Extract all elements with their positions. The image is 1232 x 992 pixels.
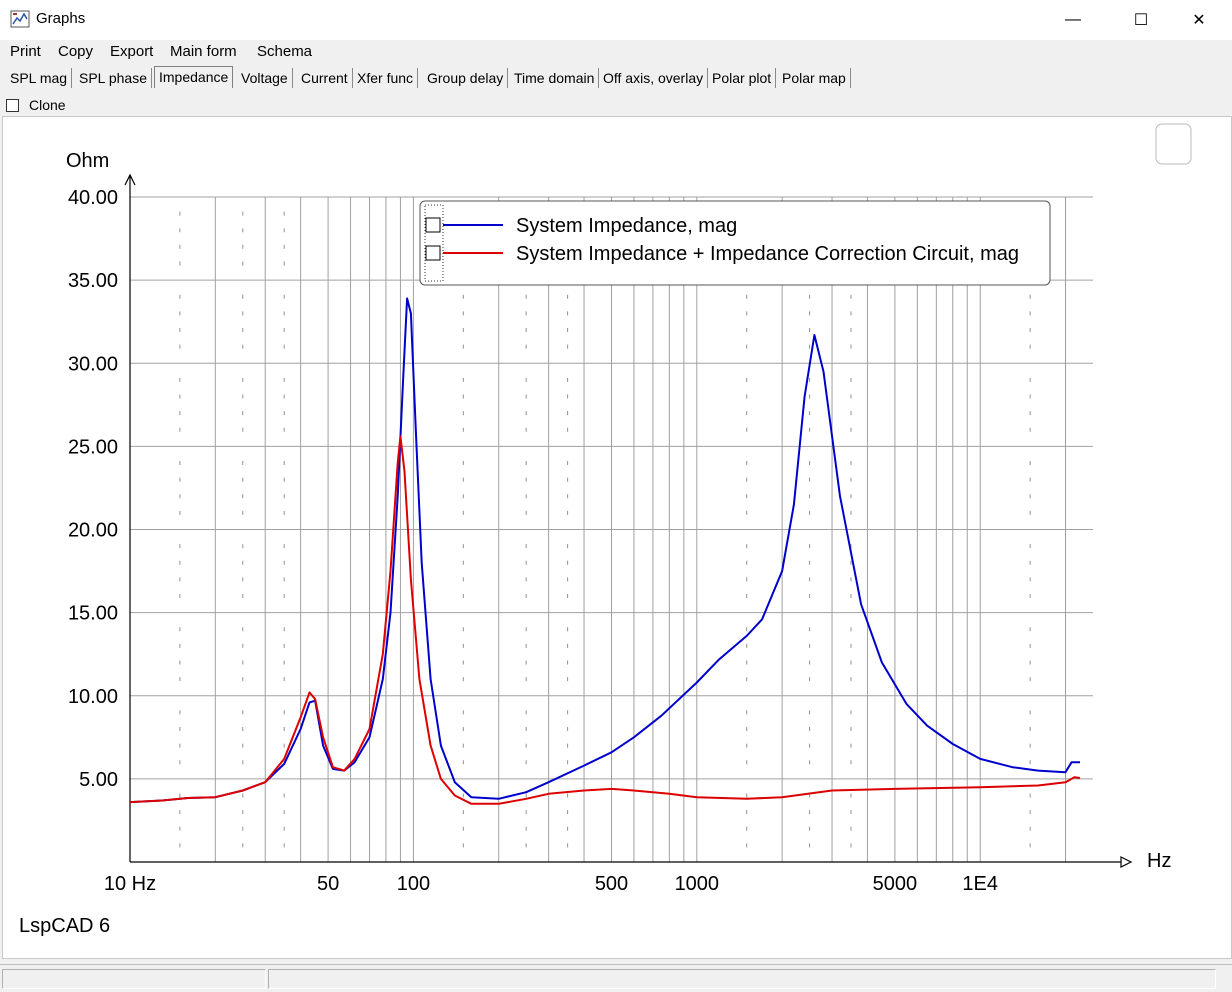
tab-off-axis-overlay[interactable]: Off axis, overlay <box>599 68 709 88</box>
x-axis-label: Hz <box>1147 850 1171 872</box>
y-tick-labels: 5.00 10.00 15.00 20.00 25.00 30.00 35.00 40.00 <box>68 187 118 791</box>
status-bar <box>0 964 1232 992</box>
close-button[interactable]: ✕ <box>1176 0 1222 40</box>
minimize-icon: — <box>1065 11 1081 28</box>
legend-checkbox <box>425 245 441 261</box>
status-segment-2 <box>268 969 1216 989</box>
tab-time-domain[interactable]: Time domain <box>510 68 600 88</box>
axes <box>124 173 1133 868</box>
lspcad-watermark: LspCAD 6 <box>19 915 110 937</box>
grid-lines <box>129 196 1093 862</box>
tab-polar-map[interactable]: Polar map <box>778 68 851 88</box>
menu-main-form[interactable]: Main form <box>170 43 237 60</box>
clone-option[interactable]: Clone <box>6 96 66 114</box>
impedance-chart: 5.0010.0015.0020.0025.0030.0035.0040.00 … <box>19 123 1192 937</box>
legend-entry: System Impedance, mag <box>516 215 737 237</box>
legend-checkbox <box>425 217 441 233</box>
legend-focus-frame <box>424 204 444 282</box>
y-tick-label: 25.00 <box>68 436 118 458</box>
tab-spl-phase[interactable]: SPL phase <box>75 68 152 88</box>
y-axis-arrow <box>124 173 136 186</box>
y-tick-label: 35.00 <box>68 270 118 292</box>
y-tick-label: 10.00 <box>68 686 118 708</box>
tab-xfer-func[interactable]: Xfer func <box>353 68 419 88</box>
curves <box>129 297 1081 805</box>
menu-bar: Print Copy Export Main form Schema <box>0 40 1232 64</box>
x-tick-label: 1000 <box>675 873 720 895</box>
legend: System Impedance, mag System Impedance + … <box>419 200 1051 286</box>
x-tick-label: 5000 <box>873 873 918 895</box>
y-tick-label: 20.00 <box>68 520 118 542</box>
close-icon: ✕ <box>1192 12 1206 29</box>
series-line-corrected-impedance <box>129 435 1081 805</box>
menu-print[interactable]: Print <box>10 43 41 60</box>
tab-bar: SPL mag SPL phase Impedance Voltage Curr… <box>0 66 1232 90</box>
y-axis-label: Ohm <box>66 150 109 172</box>
menu-schema[interactable]: Schema <box>257 43 313 60</box>
y-tick-label: 40.00 <box>68 187 118 209</box>
x-axis-arrow <box>1120 856 1133 868</box>
tab-group-delay[interactable]: Group delay <box>423 68 509 88</box>
series-line-system-impedance <box>129 297 1080 804</box>
tab-voltage[interactable]: Voltage <box>237 68 293 88</box>
corner-button[interactable] <box>1155 123 1192 165</box>
plot-panel: 5.00 10.00 15.00 20.00 25.00 30.00 35.00 40.00 … <box>2 116 1232 959</box>
x-tick-label: 1E4 <box>962 873 998 895</box>
y-tick-label: 15.00 <box>68 603 118 625</box>
x-tick-label: 10 Hz <box>104 873 156 895</box>
x-tick-labels: 10 Hz 50 100 500 1000 5000 1E4 <box>104 873 998 895</box>
tab-spl-mag[interactable]: SPL mag <box>6 68 73 88</box>
tab-impedance[interactable]: Impedance <box>154 66 234 88</box>
maximize-icon: ☐ <box>1133 12 1149 29</box>
y-tick-label: 5.00 <box>79 769 118 791</box>
x-tick-label: 100 <box>397 873 430 895</box>
menu-copy[interactable]: Copy <box>58 43 94 60</box>
minimize-button[interactable]: — <box>1050 0 1096 40</box>
x-tick-label: 500 <box>595 873 628 895</box>
legend-entry: System Impedance + Impedance Correction … <box>516 243 1019 265</box>
menu-export[interactable]: Export <box>110 43 154 60</box>
tab-current[interactable]: Current <box>297 68 353 88</box>
app-graph-icon <box>10 10 30 28</box>
tab-polar-plot[interactable]: Polar plot <box>708 68 777 88</box>
y-tick-label: 30.00 <box>68 353 118 375</box>
status-segment-1 <box>2 969 266 989</box>
clone-label: Clone <box>29 97 66 113</box>
window-title: Graphs <box>36 10 86 27</box>
x-tick-label: 50 <box>317 873 339 895</box>
legend-box <box>419 200 1051 286</box>
title-bar: Graphs — ☐ ✕ <box>0 0 1232 40</box>
clone-checkbox[interactable] <box>6 98 19 112</box>
maximize-button[interactable]: ☐ <box>1118 0 1164 40</box>
